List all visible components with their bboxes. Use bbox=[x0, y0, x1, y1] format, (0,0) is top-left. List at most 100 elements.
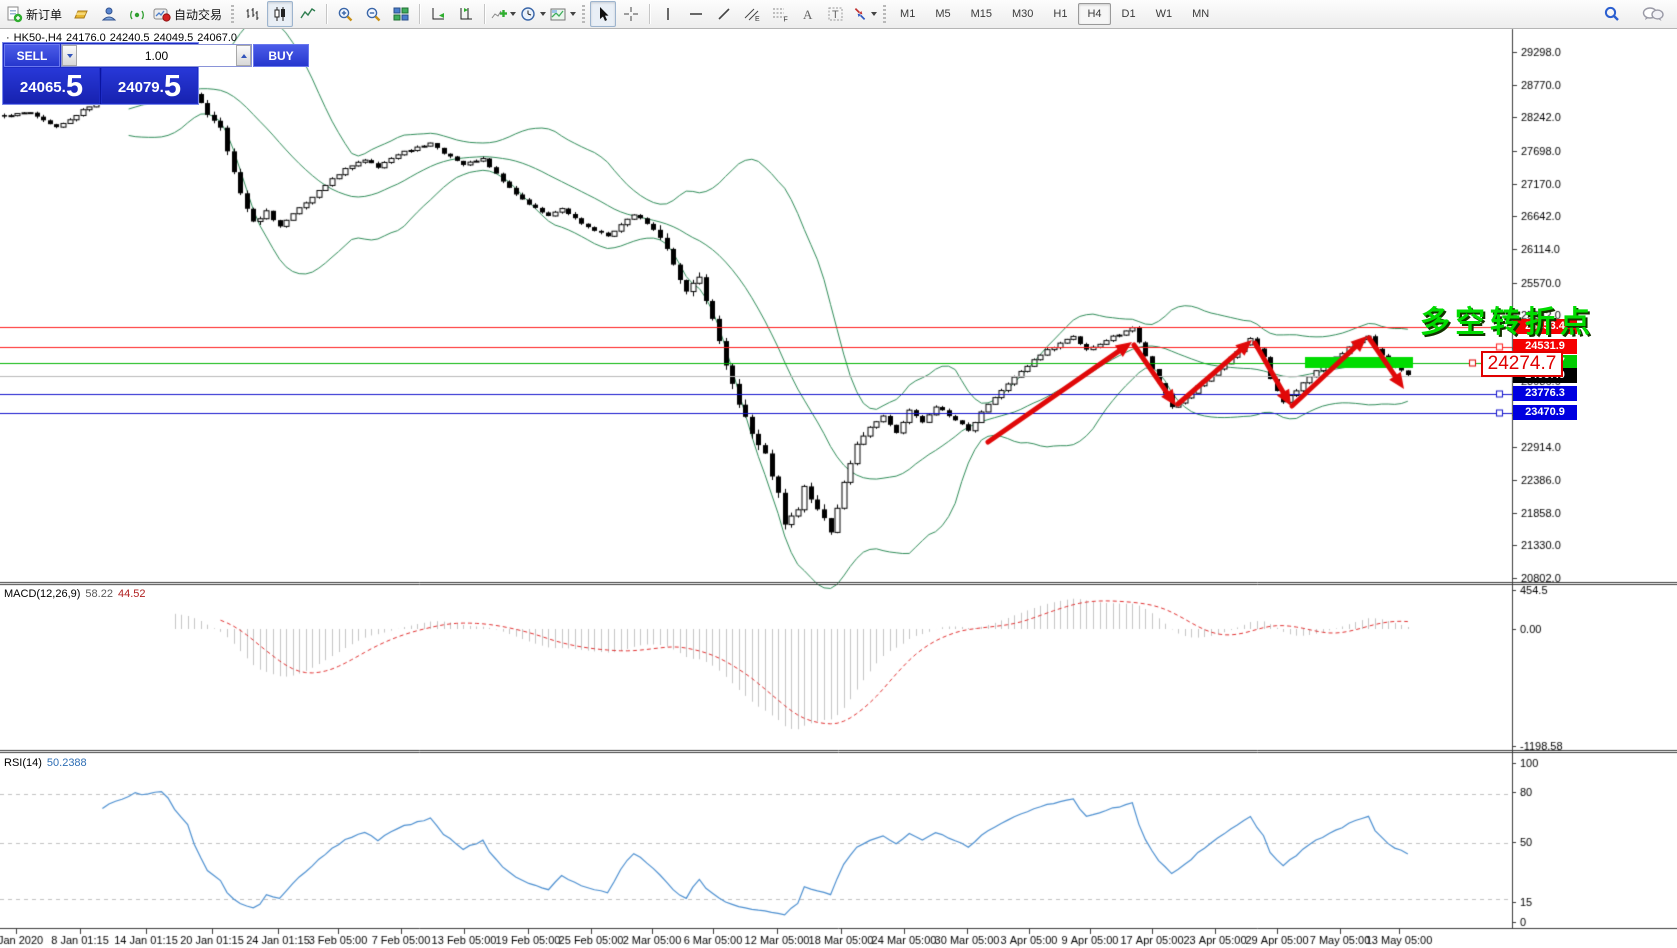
timeframe-MN[interactable]: MN bbox=[1192, 8, 1210, 20]
timeframe-M1[interactable]: M1 bbox=[900, 8, 916, 20]
tile-windows-icon bbox=[393, 7, 409, 21]
volume-decrease-button[interactable] bbox=[62, 45, 77, 66]
market-watch-button[interactable] bbox=[68, 1, 94, 27]
gold-icon bbox=[74, 10, 88, 19]
candlestick-chart-button[interactable] bbox=[267, 1, 294, 27]
fibonacci-button[interactable]: F bbox=[767, 1, 793, 27]
crosshair-button[interactable] bbox=[618, 1, 644, 27]
chevron-down-icon bbox=[871, 12, 878, 16]
symbol-title: · HK50-,H4 24176.0 24240.5 24049.5 24067.0 bbox=[6, 32, 241, 44]
timeframe-H1[interactable]: H1 bbox=[1053, 8, 1068, 20]
price-badge-24531.9: 24531.9 bbox=[1513, 339, 1577, 354]
timeframe-M5[interactable]: M5 bbox=[935, 8, 951, 20]
equidistant-channel-button[interactable]: E bbox=[739, 1, 765, 27]
bar-chart-icon bbox=[246, 8, 259, 20]
chevron-down-icon bbox=[570, 12, 577, 16]
auto-scroll-icon bbox=[432, 8, 444, 20]
text-label-button[interactable]: T bbox=[823, 1, 849, 27]
indicators-button[interactable] bbox=[490, 1, 517, 27]
templates-icon bbox=[550, 8, 566, 20]
zoom-out-button[interactable] bbox=[360, 1, 386, 27]
timeframe-D1[interactable]: D1 bbox=[1121, 8, 1136, 20]
ohlc-high: 24240.5 bbox=[109, 32, 150, 44]
turning-point-annotation[interactable]: 多空转折点 bbox=[1420, 306, 1595, 339]
toolbar-grip bbox=[883, 5, 887, 23]
trendline-icon bbox=[718, 8, 730, 20]
timeframe-H4[interactable]: H4 bbox=[1078, 3, 1111, 25]
toolbar-grip bbox=[231, 5, 235, 23]
auto-scroll-button[interactable] bbox=[425, 1, 451, 27]
buy-price[interactable]: 24079. 5 bbox=[102, 68, 197, 103]
svg-text:E: E bbox=[755, 16, 760, 22]
arrows-button[interactable] bbox=[851, 1, 878, 27]
zoom-in-icon bbox=[338, 7, 352, 21]
text-label-icon: T bbox=[828, 7, 843, 21]
text-button[interactable]: A bbox=[795, 1, 821, 27]
sell-price[interactable]: 24065. 5 bbox=[4, 68, 99, 103]
tile-windows-button[interactable] bbox=[388, 1, 414, 27]
chevron-up-icon bbox=[240, 53, 247, 58]
sell-button[interactable]: SELL bbox=[4, 44, 60, 67]
volume-increase-button[interactable] bbox=[236, 45, 251, 66]
macd-label: MACD(12,26,9) 58.22 44.52 bbox=[4, 588, 146, 600]
timeframe-M30[interactable]: M30 bbox=[1012, 8, 1034, 20]
autotrading-button[interactable]: 自动交易 bbox=[152, 1, 226, 27]
ohlc-low: 24049.5 bbox=[153, 32, 194, 44]
profile-icon bbox=[101, 7, 117, 21]
text-a-icon: A bbox=[803, 7, 813, 22]
chevron-down-icon bbox=[540, 12, 547, 16]
toolbar-grip bbox=[582, 5, 586, 23]
price-badge-23776.3: 23776.3 bbox=[1513, 386, 1577, 401]
chart-shift-icon bbox=[460, 8, 472, 20]
search-button[interactable] bbox=[1599, 1, 1625, 27]
price-tag-annotation[interactable]: 24274.7 bbox=[1481, 351, 1563, 377]
clock-icon bbox=[521, 6, 535, 21]
toolbar-separator bbox=[419, 4, 421, 24]
vertical-line-button[interactable] bbox=[655, 1, 681, 27]
line-chart-button[interactable] bbox=[295, 1, 321, 27]
buy-button[interactable]: BUY bbox=[253, 44, 309, 67]
crosshair-icon bbox=[624, 7, 639, 21]
accounts-button[interactable] bbox=[96, 1, 122, 27]
price-badge-24853.4: 24853.4 bbox=[1513, 319, 1577, 334]
cursor-button[interactable] bbox=[590, 1, 617, 27]
autotrading-label: 自动交易 bbox=[174, 7, 223, 22]
indicators-icon bbox=[491, 10, 508, 19]
timeframe-M15[interactable]: M15 bbox=[970, 8, 992, 20]
trendline-button[interactable] bbox=[711, 1, 737, 27]
horizontal-line-button[interactable] bbox=[683, 1, 709, 27]
search-icon bbox=[1604, 6, 1619, 21]
vertical-line-icon bbox=[667, 8, 669, 20]
new-order-button[interactable]: 新订单 bbox=[5, 1, 66, 27]
one-click-trading-panel: SELL BUY 24065.5 24079.5 bbox=[2, 42, 309, 105]
equidistant-channel-icon: E bbox=[744, 8, 760, 22]
chat-icon bbox=[1642, 6, 1664, 21]
svg-text:F: F bbox=[784, 17, 788, 23]
new-order-icon bbox=[7, 6, 23, 22]
bar-chart-button[interactable] bbox=[239, 1, 265, 27]
rsi-label: RSI(14) 50.2388 bbox=[4, 757, 87, 769]
svg-text:A: A bbox=[803, 7, 813, 22]
symbol-bullet: · bbox=[6, 32, 10, 44]
horizontal-line-icon bbox=[690, 13, 703, 15]
chat-button[interactable] bbox=[1640, 1, 1666, 27]
toolbar-separator bbox=[649, 4, 651, 24]
cursor-icon bbox=[600, 7, 609, 21]
timeframe-W1[interactable]: W1 bbox=[1155, 8, 1173, 20]
signals-button[interactable] bbox=[124, 1, 150, 27]
ohlc-open: 24176.0 bbox=[65, 32, 106, 44]
new-order-label: 新订单 bbox=[26, 7, 63, 22]
chevron-down-icon bbox=[510, 12, 517, 16]
zoom-out-icon bbox=[366, 7, 380, 21]
toolbar-separator bbox=[484, 4, 486, 24]
templates-button[interactable] bbox=[549, 1, 577, 27]
zoom-in-button[interactable] bbox=[332, 1, 358, 27]
chart-shift-button[interactable] bbox=[453, 1, 479, 27]
volume-input[interactable] bbox=[77, 45, 236, 66]
periods-button[interactable] bbox=[519, 1, 547, 27]
signal-icon bbox=[130, 10, 144, 20]
symbol-name: HK50-,H4 bbox=[13, 32, 62, 44]
candlestick-chart-icon bbox=[274, 7, 286, 21]
